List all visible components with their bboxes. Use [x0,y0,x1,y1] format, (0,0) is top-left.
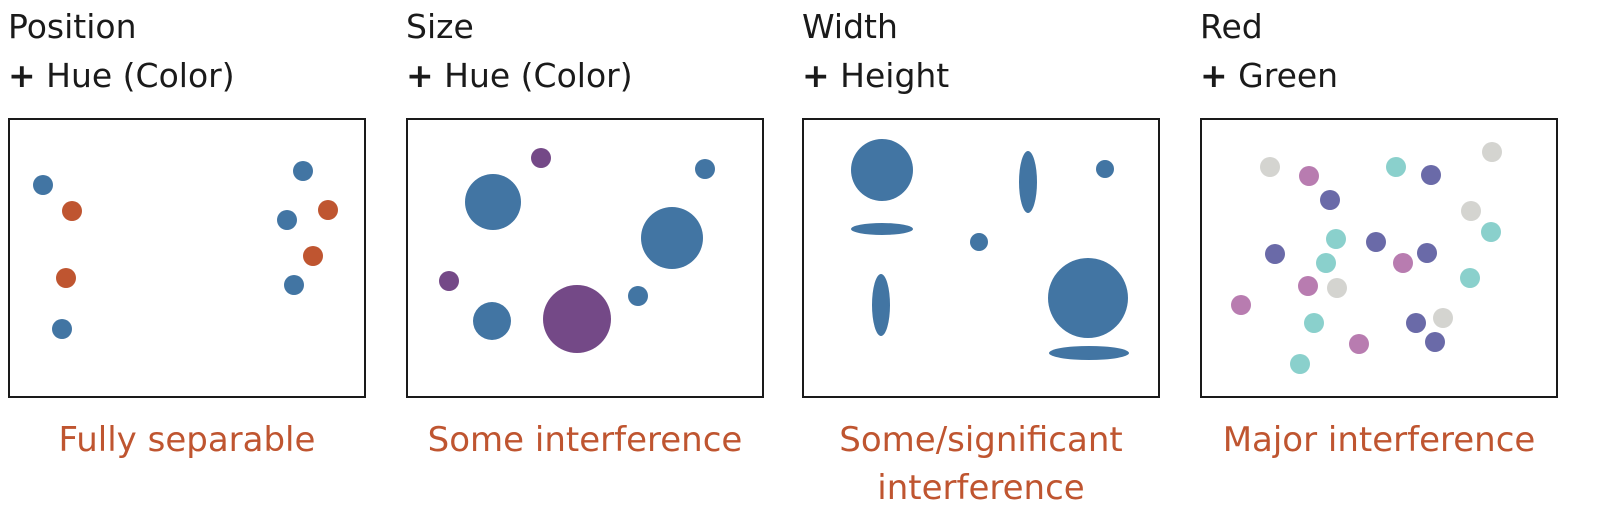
interference-caption: Major interference [1222,420,1536,460]
title-line-1: Position [8,7,137,46]
example-canvas [851,139,1129,360]
dot-gray [1433,308,1453,328]
dot-pink [1298,276,1318,296]
dot-pink [1393,253,1413,273]
dot-indigo [1366,232,1386,252]
dot-blue [33,175,53,195]
plus-sign: + [8,56,36,95]
dot-purple [439,271,459,291]
dot-teal [1481,222,1501,242]
dot-gray [1461,201,1481,221]
title-line-2: Hue (Color) [46,56,235,95]
panel-size-hue: Size + Hue (Color) Some interference [398,0,798,516]
ellipse-blue [1096,160,1114,178]
dot-pink [1231,295,1251,315]
dot-orange [318,200,338,220]
dot-blue [465,174,521,230]
title-line-1: Size [406,7,474,46]
dot-blue [628,286,648,306]
ellipse-blue [851,139,913,201]
dot-purple [531,148,551,168]
panel-title: Width + Height [802,2,949,100]
title-line-2: Green [1238,56,1339,95]
dot-indigo [1320,190,1340,210]
dot-pink [1299,166,1319,186]
title-line-2: Height [840,56,950,95]
dot-orange [62,201,82,221]
panel-title: Red + Green [1200,2,1338,100]
dot-blue [695,159,715,179]
panel-title: Size + Hue (Color) [406,2,633,100]
example-frame [406,118,764,398]
dot-teal [1316,253,1336,273]
panel-width-height: Width + Height Some/significant interfer… [794,0,1194,516]
panel-position-hue: Position + Hue (Color) Fully separable [0,0,400,516]
dot-pink [1349,334,1369,354]
example-frame [802,118,1160,398]
dot-gray [1260,157,1280,177]
title-line-1: Red [1200,7,1263,46]
dot-indigo [1265,244,1285,264]
dot-gray [1327,278,1347,298]
dot-blue [52,319,72,339]
ellipse-blue [872,274,890,336]
dot-teal [1304,313,1324,333]
dot-blue [473,302,511,340]
dot-blue [641,207,703,269]
example-canvas [33,161,338,339]
dot-blue [277,210,297,230]
dot-blue [284,275,304,295]
dot-teal [1326,229,1346,249]
interference-caption: Fully separable [58,420,316,460]
dot-orange [56,268,76,288]
dot-gray [1482,142,1502,162]
ellipse-blue [1048,258,1128,338]
interference-caption: Some/significant interference [839,420,1123,508]
ellipse-blue [851,223,913,235]
example-frame [8,118,366,398]
interference-caption: Some interference [427,420,743,460]
plus-sign: + [802,56,830,95]
example-canvas [1231,142,1502,374]
panel-red-green: Red + Green [1192,0,1592,516]
dot-indigo [1406,313,1426,333]
example-canvas [439,148,715,353]
dot-indigo [1421,165,1441,185]
plus-sign: + [1200,56,1228,95]
dot-teal [1386,157,1406,177]
dot-teal [1460,268,1480,288]
example-frame [1200,118,1558,398]
plus-sign: + [406,56,434,95]
dot-indigo [1417,243,1437,263]
title-line-2: Hue (Color) [444,56,633,95]
panel-title: Position + Hue (Color) [8,2,235,100]
dot-blue [293,161,313,181]
dot-teal [1290,354,1310,374]
title-line-1: Width [802,7,898,46]
ellipse-blue [970,233,988,251]
dot-purple [543,285,611,353]
dot-indigo [1425,332,1445,352]
dot-orange [303,246,323,266]
ellipse-blue [1049,346,1129,360]
ellipse-blue [1019,151,1037,213]
